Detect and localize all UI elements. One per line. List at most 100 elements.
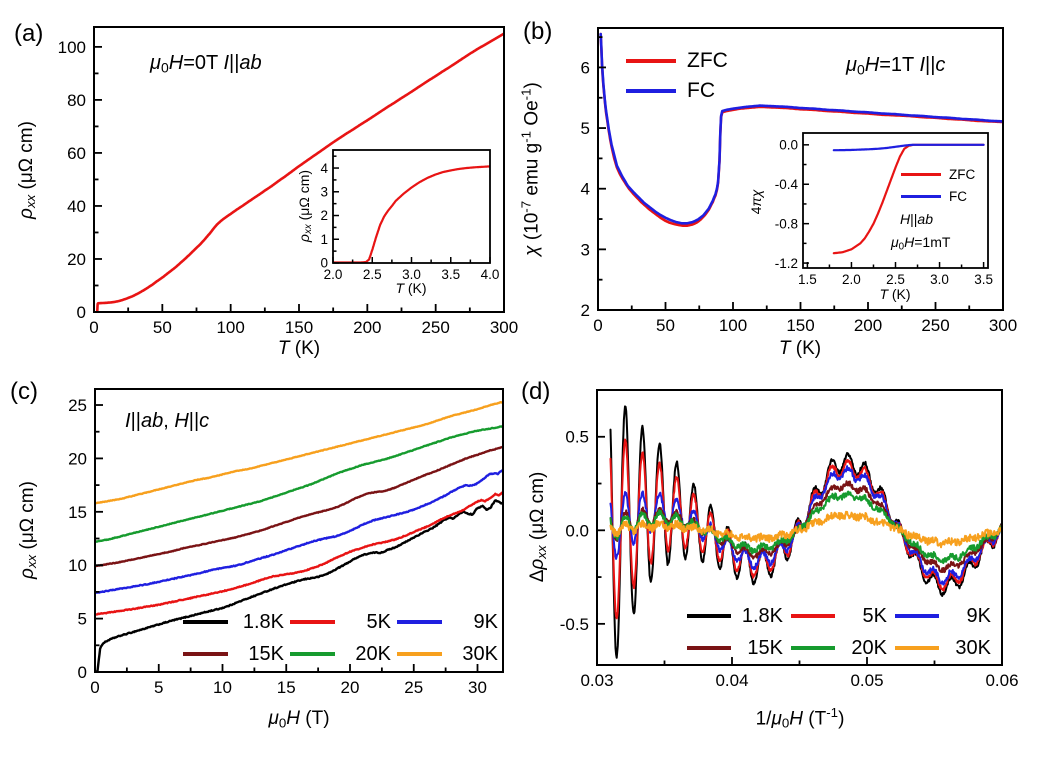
svg-text:3.0: 3.0: [930, 272, 949, 287]
panel-d-yaxis-title: Δρxx (μΩ cm): [526, 471, 550, 583]
legend-item-30K: 30K: [397, 643, 498, 666]
svg-text:200: 200: [854, 316, 882, 335]
svg-text:5: 5: [154, 678, 163, 697]
svg-text:50: 50: [656, 316, 675, 335]
legend-label-1.8K: 1.8K: [242, 610, 284, 633]
legend-row: ZFC: [626, 46, 728, 76]
svg-text:0.5: 0.5: [565, 428, 589, 447]
svg-text:-0.4: -0.4: [775, 177, 799, 192]
panel-b-frame: [597, 27, 1004, 311]
panel-a-curve-rho_xx: [95, 32, 504, 312]
inset-b-annotation-field-dir: H||ab: [900, 211, 933, 227]
panel-c-curve-5K: [95, 490, 503, 616]
svg-text:100: 100: [58, 38, 86, 57]
panel-c-plot: 0 5 10 15 20 25 30 0 5 10 15 20 25: [68, 388, 504, 697]
svg-text:1.5: 1.5: [798, 272, 817, 287]
panel-c-tick-labels: 0 5 10 15 20 25 30 0 5 10 15 20 25: [68, 396, 487, 697]
legend-row: FC: [626, 76, 728, 106]
legend-item-5K: 5K: [791, 605, 887, 628]
panel-d-curve-30K: [609, 510, 1002, 549]
legend-swatch-15K: [183, 652, 228, 656]
panel-b-tick-labels: 0 50 100 150 200 250 300 2 3 4 5 6: [581, 58, 1018, 335]
svg-text:100: 100: [216, 318, 244, 337]
legend-swatch-30K: [895, 646, 939, 650]
legend-swatch-1.8K: [687, 614, 731, 618]
inset-a-yaxis-title: ρxx (μΩ cm): [295, 169, 315, 243]
legend-item-15K: 15K: [687, 637, 783, 660]
panel-c-annotation: I||ab, H||c: [125, 410, 210, 432]
legend-label-15K: 15K: [248, 642, 284, 665]
svg-text:2: 2: [320, 208, 328, 223]
svg-text:250: 250: [921, 316, 949, 335]
svg-text:250: 250: [421, 318, 449, 337]
inset-b-xaxis-title: T (K): [879, 286, 911, 302]
legend-item-9K: 9K: [895, 605, 991, 628]
svg-text:4: 4: [320, 161, 328, 176]
panel-a-label: (a): [14, 20, 44, 47]
legend-label-5K: 5K: [366, 610, 391, 633]
svg-text:2.5: 2.5: [886, 272, 905, 287]
panel-b-xaxis-title: T (K): [778, 338, 822, 359]
panel-d-frame: [596, 389, 1003, 666]
panel-b_inset-tick-labels: 1.5 2.0 2.5 3.0 3.5 0.0 -0.4 -0.8 -1.2: [775, 138, 993, 287]
legend-row: ZFC: [901, 163, 975, 185]
legend-swatch-ZFC: [901, 172, 941, 176]
svg-text:150: 150: [285, 318, 313, 337]
svg-text:20: 20: [68, 449, 87, 468]
panel-b-label: (b): [523, 18, 553, 45]
svg-text:3: 3: [581, 240, 590, 259]
legend-label-5K: 5K: [862, 604, 887, 627]
legend-swatch-FC: [901, 194, 941, 198]
svg-text:0: 0: [89, 318, 98, 337]
legend-row: 15K 20K 30K: [687, 632, 999, 664]
svg-text:-0.8: -0.8: [775, 216, 798, 231]
svg-text:3.0: 3.0: [402, 267, 421, 282]
legend-label-9K: 9K: [473, 610, 498, 633]
svg-text:2: 2: [581, 301, 590, 320]
svg-text:0: 0: [77, 303, 86, 322]
svg-text:4: 4: [581, 180, 590, 199]
legend-row: 1.8K 5K 9K: [687, 600, 999, 632]
panel-c-curve-9K: [95, 468, 503, 595]
legend-label-20K: 20K: [355, 642, 391, 665]
svg-text:0.0: 0.0: [565, 521, 589, 540]
legend-swatch-1.8K: [183, 620, 228, 624]
panel-b_inset-series: [832, 143, 985, 255]
svg-text:30: 30: [468, 678, 487, 697]
panel-c-legend: 1.8K 5K 9K 15K 20K 30K: [183, 606, 504, 670]
svg-text:0: 0: [90, 678, 99, 697]
panel-a-series: [95, 32, 504, 312]
panel-a_inset-plot: 2.0 2.5 3.0 3.5 4.0 0 1 2 3 4: [320, 149, 499, 282]
panel-a_inset-curve-rho_xx_transition: [333, 165, 490, 263]
panel-b-legend: ZFC FC: [626, 46, 728, 106]
svg-text:5: 5: [581, 119, 590, 138]
svg-text:6: 6: [581, 58, 590, 77]
legend-label-30K: 30K: [955, 636, 991, 659]
legend-swatch-20K: [290, 652, 335, 656]
panel-b-yaxis-title: χ (10-7 emu g-1 Oe-1): [518, 82, 543, 256]
legend-swatch-FC: [626, 89, 676, 93]
svg-text:2.0: 2.0: [842, 272, 861, 287]
legend-item-9K: 9K: [397, 611, 498, 634]
svg-text:0: 0: [593, 316, 602, 335]
legend-swatch-9K: [397, 620, 442, 624]
svg-text:0.03: 0.03: [580, 671, 613, 690]
svg-text:0: 0: [320, 256, 328, 271]
svg-text:2.0: 2.0: [324, 267, 343, 282]
panel-b_inset-plot: 1.5 2.0 2.5 3.0 3.5 0.0 -0.4 -0.8 -1.2: [775, 132, 993, 287]
panel-b-series: [599, 32, 1003, 227]
legend-item-30K: 30K: [895, 637, 991, 660]
legend-label-ZFC: ZFC: [949, 166, 976, 182]
panel-a-yaxis-title: ρxx (μΩ cm): [15, 121, 39, 219]
svg-text:80: 80: [67, 91, 86, 110]
svg-text:10: 10: [213, 678, 232, 697]
svg-text:3: 3: [320, 185, 328, 200]
legend-swatch-20K: [791, 646, 835, 650]
legend-label-30K: 30K: [462, 642, 498, 665]
legend-item-FC: FC: [626, 79, 715, 103]
svg-text:0: 0: [78, 663, 87, 682]
svg-text:1: 1: [320, 232, 328, 247]
svg-text:25: 25: [404, 678, 423, 697]
panel-d-xaxis-title: 1/μ0H (T-1): [755, 705, 845, 731]
